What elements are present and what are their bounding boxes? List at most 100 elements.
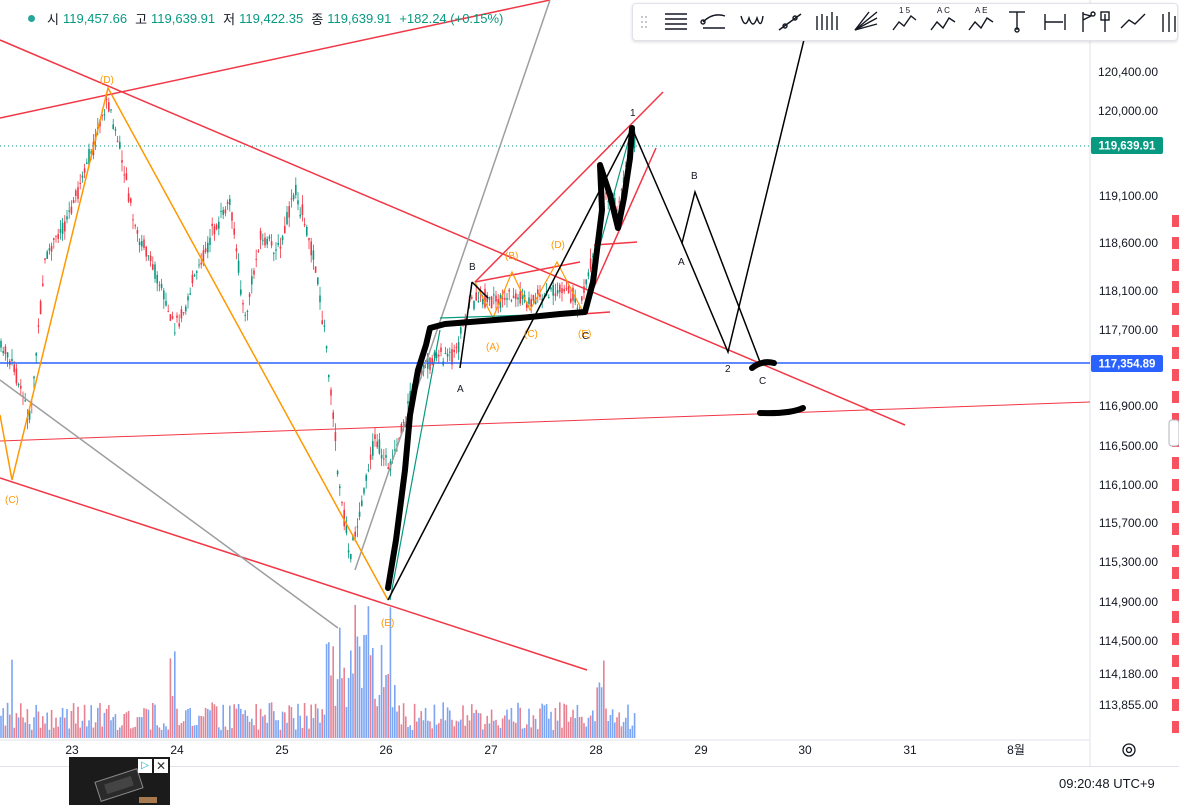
candle-body [444,352,447,354]
wave-label-d-top: (D) [100,75,114,86]
ad-close-icon[interactable]: ✕ [154,759,168,773]
flag-icon[interactable] [1082,11,1096,32]
orange-wave-path[interactable] [0,85,389,601]
scroll-handle[interactable] [1168,419,1179,447]
candle-body [28,410,31,420]
clock-readout: 09:20:48 UTC+9 [1059,776,1155,791]
trend-angle-icon[interactable] [778,13,802,31]
candle-body [134,225,136,227]
settings-gear-icon[interactable] [1122,743,1136,757]
brush-icon[interactable] [1162,12,1176,32]
descending-trend-line[interactable] [0,39,906,426]
flat-trend-line[interactable] [0,401,1090,442]
gray-lines[interactable] [0,0,551,629]
channel-mid[interactable] [593,241,638,246]
wave-ac-icon[interactable] [930,17,956,31]
volume-bar [277,720,279,738]
brush-drawing[interactable] [385,125,806,591]
upper-channel-line[interactable] [0,0,551,119]
curve-lines-icon[interactable] [700,14,726,29]
orange-triangle-waves[interactable] [474,260,584,320]
candle-body [312,250,315,260]
wave-15-label: 1 5 [899,6,911,15]
candle-body [506,298,508,300]
candle-body [358,511,361,517]
triangle-top[interactable] [474,261,581,283]
candle-body [229,198,231,205]
volume-bar [196,725,198,738]
path-icon[interactable] [1120,13,1146,29]
candle-body [490,296,493,309]
candle-body [328,375,330,378]
black-projection-lines[interactable] [387,14,811,601]
volume-bar [321,709,323,738]
change-value: +182.24 (+0.15%) [399,11,504,26]
candle-body [378,439,381,454]
wave-label-c-proj: C [759,376,766,387]
ad-banner[interactable]: ▷ ✕ [69,757,170,805]
volume-bar [308,728,310,738]
candle-body [138,241,141,246]
candle-body [42,283,44,286]
gray-ascending-line[interactable] [354,0,551,571]
volume-bar [385,674,387,738]
volume-bar [323,714,326,738]
volume-bar [442,702,444,738]
candle-body [308,238,310,241]
rising-channel-top[interactable] [474,91,664,283]
volume-bar [165,726,167,738]
volume-bar [550,711,552,738]
volume-bar [310,704,312,738]
red-trend-lines[interactable] [0,0,1090,671]
price-axis[interactable] [1090,0,1179,766]
price-range-icon[interactable] [1009,11,1025,33]
gann-fan-icon[interactable] [854,11,878,31]
candle-body [585,279,587,285]
candle-body [242,302,244,305]
volume-bar [255,703,257,738]
gray-descending-line[interactable] [0,379,339,629]
volume-bar [475,709,477,738]
wave-ae-icon[interactable] [968,17,994,31]
volume-bar [28,723,31,738]
toolbar-drag-handle-icon[interactable] [641,16,647,28]
fib-fan-icon[interactable] [816,12,838,30]
volume-bar [9,714,11,738]
price-tick-label: 115,700.00 [1099,516,1158,530]
right-edge-markers [1172,215,1179,733]
candle-body [105,98,108,100]
cycle-lines-icon[interactable] [740,15,764,25]
wave-ac-label: A C [937,6,950,15]
horizontal-lines-icon[interactable] [665,13,687,30]
volume-bar [600,687,603,738]
candle-body [167,311,169,313]
lower-channel-line[interactable] [0,477,588,671]
volume-bar [589,715,592,738]
candle-body [158,284,161,286]
candle-body [235,248,238,252]
pin-icon[interactable] [1100,11,1110,32]
price-axis-ticks: 120,400.00 120,000.00 119,100.00 118,600.00… [1098,65,1158,712]
volume-bar [482,729,484,738]
volume-bar [444,720,447,738]
ad-choices-icon[interactable]: ▷ [138,759,152,773]
candle-body [512,295,515,299]
candle-body [325,346,328,349]
candle-body [281,236,284,241]
date-range-icon[interactable] [1044,14,1066,30]
high-label: 고 [135,12,148,27]
volume-bar [185,710,187,738]
volume-bar [493,720,495,738]
volume-bar [422,720,425,738]
volume-bar [259,708,262,738]
volume-bar [154,704,156,738]
time-tick-label: 29 [694,743,708,757]
candle-body [471,296,473,299]
volume-bar [92,727,95,738]
candle-body [561,288,563,294]
volume-bar [75,723,77,738]
candle-body [493,294,495,296]
candle-body [372,440,374,456]
wave-15-icon[interactable] [892,14,917,31]
